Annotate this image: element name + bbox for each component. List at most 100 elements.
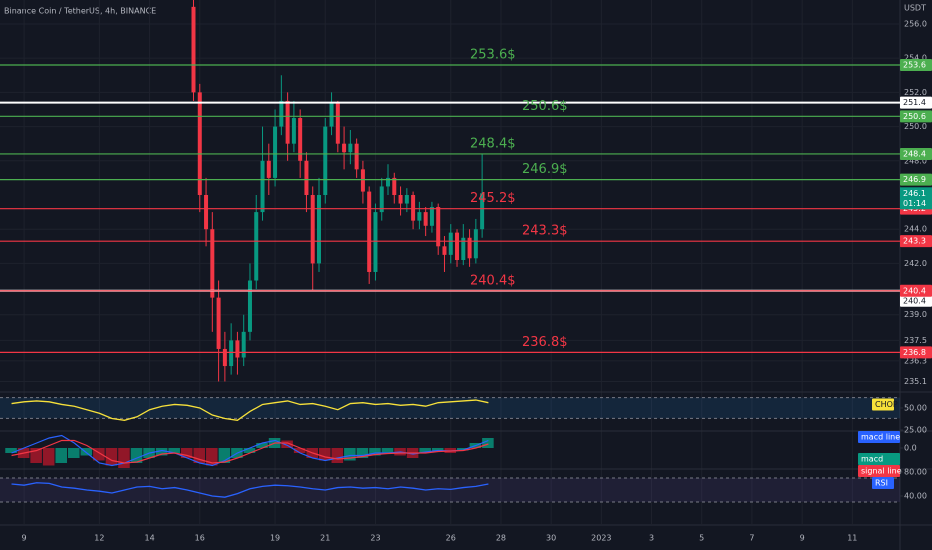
macd-histogram-bar	[206, 448, 218, 466]
x-tick-label: 5	[699, 534, 704, 543]
macd-histogram-bar	[193, 448, 206, 463]
indicator-name-text: CHOP	[875, 400, 898, 409]
candle-body	[316, 195, 321, 264]
candle-body	[461, 237, 466, 260]
y-tick-label: 25.00	[904, 425, 927, 434]
candle-body	[279, 100, 284, 127]
candle-body	[455, 232, 460, 260]
level-price-box	[900, 235, 932, 248]
candle-body	[310, 195, 315, 264]
candle-body	[386, 177, 391, 187]
macd-histogram-bar	[42, 448, 55, 466]
candle-body	[417, 212, 422, 221]
level-price-box	[900, 173, 932, 186]
macd-histogram-bar	[130, 448, 143, 463]
candle-body	[247, 280, 252, 332]
macd-histogram-bar	[218, 448, 231, 463]
level-price-box	[900, 284, 932, 297]
candle-body	[298, 118, 303, 161]
level-label: 243.3$	[522, 224, 568, 239]
level-price-text: 236.8	[903, 348, 926, 357]
level-price-box	[900, 59, 932, 71]
candle-body	[222, 348, 227, 367]
macd-line	[11, 439, 489, 464]
level-price-box	[900, 96, 932, 109]
legend-signal-line-box	[858, 465, 900, 477]
macd-histogram-bar	[318, 448, 331, 461]
candle-body	[404, 195, 409, 204]
macd-histogram-bar	[331, 448, 344, 463]
level-price-text: 251.4	[903, 98, 926, 107]
y-tick-label: 254.0	[904, 54, 927, 63]
candle-body	[448, 232, 453, 255]
y-tick-label: 235.1	[904, 377, 927, 386]
candle-body	[191, 6, 196, 93]
band-fill	[0, 397, 900, 419]
macd-histogram-bar	[168, 448, 180, 453]
x-tick-label: 12	[94, 534, 104, 543]
macd-histogram-bar	[5, 448, 17, 453]
candle-body	[429, 206, 434, 226]
x-tick-label: 9	[800, 534, 805, 543]
candle-body	[480, 193, 485, 230]
candle-body	[373, 212, 378, 272]
candle-body	[254, 212, 259, 281]
candle-body	[354, 143, 359, 170]
last-price-box	[900, 187, 932, 210]
x-tick-label: 7	[749, 534, 754, 543]
x-tick-label: 11	[847, 534, 857, 543]
candle-body	[342, 143, 347, 153]
candle-body	[329, 102, 334, 127]
chart-title: Binance Coin / TetherUS, 4h, BINANCE	[4, 7, 156, 16]
macd-histogram-bar	[256, 443, 268, 448]
y-tick-label: 250.0	[904, 122, 927, 131]
candle-body	[229, 340, 234, 367]
indicator-name-text: RSI	[875, 479, 888, 488]
y-tick-label: 50.00	[904, 403, 927, 412]
last-price: 246.1	[903, 189, 926, 198]
candle-body	[379, 186, 384, 213]
candle-body	[411, 195, 416, 221]
candle-body	[423, 212, 428, 226]
currency-label: USDT	[904, 4, 926, 13]
macd-histogram-bar	[55, 448, 68, 463]
macd-histogram-bar	[80, 448, 93, 456]
level-price-text: 243.3	[903, 237, 926, 246]
candle-body	[266, 160, 271, 178]
macd-histogram-bar	[93, 448, 105, 461]
level-label: 250.6$	[522, 99, 568, 114]
macd-histogram-bar	[482, 438, 494, 448]
legend-signal-line-text: signal line	[861, 467, 902, 476]
x-tick-label: 30	[546, 534, 556, 543]
candle-body	[273, 126, 278, 178]
macd-histogram-bar	[243, 448, 256, 453]
level-label: 253.6$	[470, 48, 516, 63]
indicator-line	[11, 399, 489, 421]
macd-histogram-bar	[30, 448, 42, 463]
x-tick-label: 21	[320, 534, 330, 543]
level-label: 236.8$	[522, 335, 568, 350]
x-tick-label: 2023	[591, 534, 611, 543]
x-tick-label: 9	[22, 534, 27, 543]
macd-histogram-bar	[457, 448, 469, 451]
level-price-text: 250.6	[903, 112, 926, 121]
x-tick-label: 14	[144, 534, 154, 543]
candle-body	[235, 340, 240, 358]
level-label: 245.2$	[470, 191, 516, 206]
x-tick-label: 16	[195, 534, 205, 543]
level-price-text: 253.6	[903, 61, 926, 70]
y-tick-label: 236.3	[904, 356, 927, 365]
y-tick-label: 0.0	[904, 444, 917, 453]
y-tick-label: 239.0	[904, 310, 927, 319]
y-tick-label: 252.0	[904, 88, 927, 97]
candle-body	[398, 195, 403, 204]
macd-histogram-bar	[356, 448, 369, 458]
macd-histogram-bar	[431, 448, 444, 451]
candle-body	[360, 169, 365, 192]
indicator-line	[11, 482, 489, 498]
candle-body	[467, 237, 472, 259]
legend-macd-line-text: macd line	[861, 433, 900, 442]
y-tick-label: 40.00	[904, 491, 927, 500]
